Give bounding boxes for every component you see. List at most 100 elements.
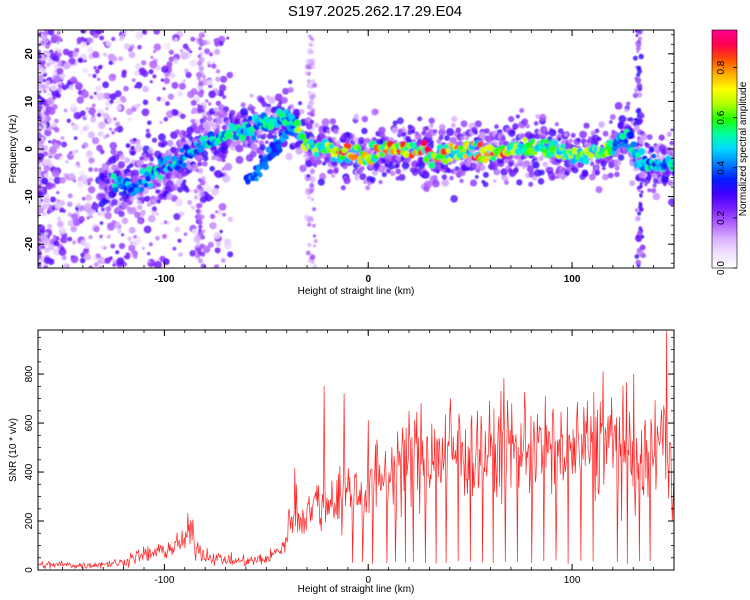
spectrogram-cell (106, 234, 111, 239)
spectrogram-cell (226, 36, 230, 40)
spectrogram-cell (292, 108, 300, 116)
spectrogram-cell (48, 140, 52, 144)
spectrogram-cell (354, 175, 360, 181)
spectrogram-cell (171, 109, 179, 116)
spectrogram-cell (88, 234, 93, 240)
spectrogram-cell (614, 159, 622, 167)
spectrogram-cell (508, 161, 514, 167)
spectrogram-cell (49, 49, 54, 54)
spectrogram-cell (156, 96, 162, 102)
spectrogram-cell (137, 218, 143, 224)
spectrogram-cell (197, 162, 201, 167)
spectrogram-cell (190, 99, 197, 106)
spectrogram-cell (655, 149, 661, 155)
spectrogram-cell (163, 116, 169, 122)
spectrogram-cell (306, 174, 311, 178)
spectrogram-cell (459, 178, 464, 184)
spectrogram-cell (80, 41, 87, 48)
spectrogram-cell (476, 141, 484, 148)
spectrogram-cell (52, 95, 57, 100)
spectrogram-cell (204, 124, 211, 132)
spectrogram-cell (196, 242, 201, 247)
spectrogram-cell (52, 234, 56, 238)
spectrogram-cell (258, 154, 264, 160)
spectrogram-cell (637, 211, 642, 216)
spectrogram-cell (141, 70, 149, 78)
spectrogram-cell (515, 114, 520, 119)
spectrogram-cell (594, 128, 600, 134)
spectrogram-cell (202, 115, 208, 121)
spectrogram-cell (56, 31, 61, 35)
spectrogram-cell (86, 212, 91, 217)
spectrogram-cell (671, 172, 674, 177)
spectrogram-cell (494, 124, 499, 129)
spectrogram-ytick-label: 20 (24, 48, 35, 60)
spectrogram-cell (170, 186, 176, 191)
spectrogram-cell (41, 212, 47, 217)
spectrogram-cell (110, 148, 117, 155)
spectrogram-cell (141, 246, 145, 250)
spectrogram-cell (645, 143, 651, 149)
spectrogram-cell (52, 75, 61, 83)
spectrogram-cell (484, 128, 490, 134)
spectrogram-cell (650, 187, 657, 194)
spectrogram-cell (614, 171, 620, 178)
spectrogram-cell (636, 30, 643, 35)
spectrogram-cell (51, 206, 55, 211)
spectrogram-cell (192, 122, 197, 128)
spectrogram-cell (116, 125, 124, 133)
spectrogram-cell (177, 90, 184, 97)
spectrogram-cell (395, 168, 402, 175)
spectrogram-cell (359, 173, 367, 181)
spectrogram-cell (191, 107, 198, 114)
spectrogram-cell (51, 121, 57, 128)
spectrogram-cell (189, 250, 196, 257)
spectrogram-cell (250, 135, 257, 141)
spectrogram-cell (240, 107, 249, 116)
spectrogram-cell (311, 79, 316, 84)
spectrogram-cell (602, 173, 609, 181)
spectrogram-cell (265, 140, 269, 144)
spectrogram-cell (85, 106, 90, 112)
spectrogram-cell (308, 105, 314, 111)
spectrogram-cell (80, 110, 86, 117)
spectrogram-cell (92, 73, 97, 79)
spectrogram-cell (153, 50, 157, 53)
spectrogram-cell (367, 181, 372, 186)
spectrogram-cell (103, 183, 108, 188)
spectrogram-cell (640, 133, 648, 141)
spectrogram-cell (583, 158, 590, 165)
spectrogram-cell (209, 165, 215, 172)
spectrogram-cell (87, 131, 95, 139)
spectrogram-cell (178, 82, 186, 90)
spectrogram-cell (67, 193, 73, 199)
spectrogram-cell (96, 92, 105, 101)
spectrogram-cell (501, 175, 509, 182)
spectrogram-cell (235, 144, 244, 153)
spectrogram-cell (111, 198, 118, 206)
spectrogram-cell (350, 133, 355, 139)
spectrogram-cell (70, 76, 77, 82)
spectrogram-cell (45, 159, 52, 165)
spectrogram-cell (122, 190, 127, 196)
colorbar-tick-label: 0.4 (716, 160, 727, 174)
spectrogram-cell (109, 141, 118, 150)
spectrogram-cell (601, 166, 606, 171)
colorbar-tick-label: 0.8 (716, 60, 727, 74)
spectrogram-cell (165, 186, 171, 192)
spectrogram-cell (646, 134, 653, 141)
spectrogram-cell (311, 108, 315, 113)
colorbar-tick-label: 0.2 (716, 211, 727, 225)
spectrogram-cell (49, 52, 57, 60)
spectrogram-cell (307, 222, 312, 227)
spectrogram-xtick-label: 0 (365, 274, 371, 285)
spectrogram-cell (54, 202, 61, 210)
spectrogram-cell (72, 123, 79, 131)
spectrogram-cell (539, 169, 545, 176)
spectrogram-cell (38, 54, 42, 59)
spectrogram-cell (312, 82, 318, 88)
spectrogram-cell (321, 118, 330, 127)
colorbar-frame (711, 29, 738, 269)
spectrogram-cell (63, 61, 71, 70)
